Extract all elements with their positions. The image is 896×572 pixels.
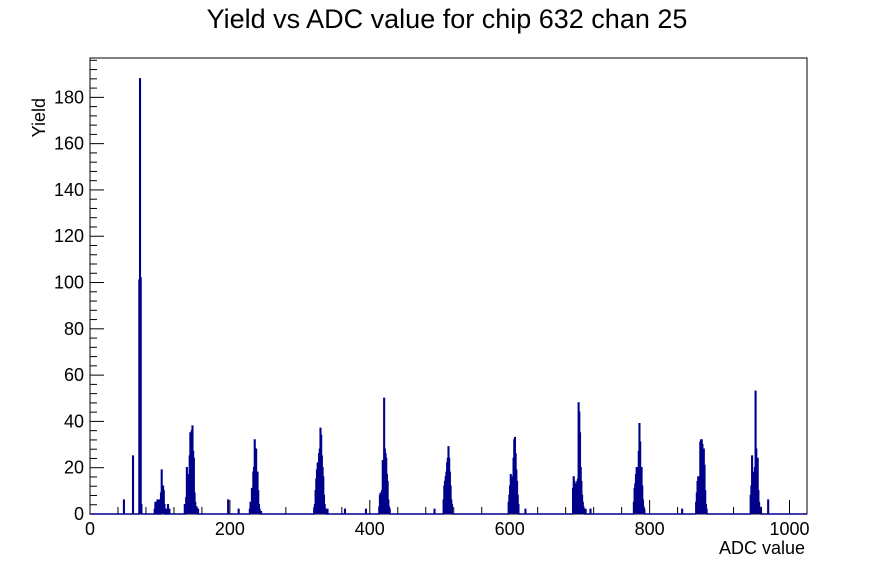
x-tick-label: 800 [635, 519, 665, 539]
y-tick-label: 60 [64, 365, 84, 385]
histogram-series-line [90, 78, 807, 515]
y-tick-label: 80 [64, 319, 84, 339]
chart-title: Yield vs ADC value for chip 632 chan 25 [207, 4, 688, 34]
y-tick-label: 20 [64, 458, 84, 478]
x-axis-title: ADC value [719, 538, 805, 558]
x-tick-label: 400 [355, 519, 385, 539]
x-tick-label: 1000 [769, 519, 809, 539]
y-tick-label: 120 [54, 226, 84, 246]
y-tick-label: 0 [74, 504, 84, 524]
y-tick-label: 160 [54, 134, 84, 154]
x-axis: 0 200 400 600 800 1000 [85, 500, 810, 539]
y-axis: 0 20 40 60 80 100 120 140 160 180 [54, 59, 104, 524]
y-tick-label: 100 [54, 273, 84, 293]
y-tick-label: 180 [54, 87, 84, 107]
y-tick-label: 40 [64, 411, 84, 431]
x-tick-label: 0 [85, 519, 95, 539]
y-axis-title: Yield [29, 98, 49, 137]
x-tick-label: 200 [215, 519, 245, 539]
x-tick-label: 600 [495, 519, 525, 539]
y-tick-label: 140 [54, 180, 84, 200]
